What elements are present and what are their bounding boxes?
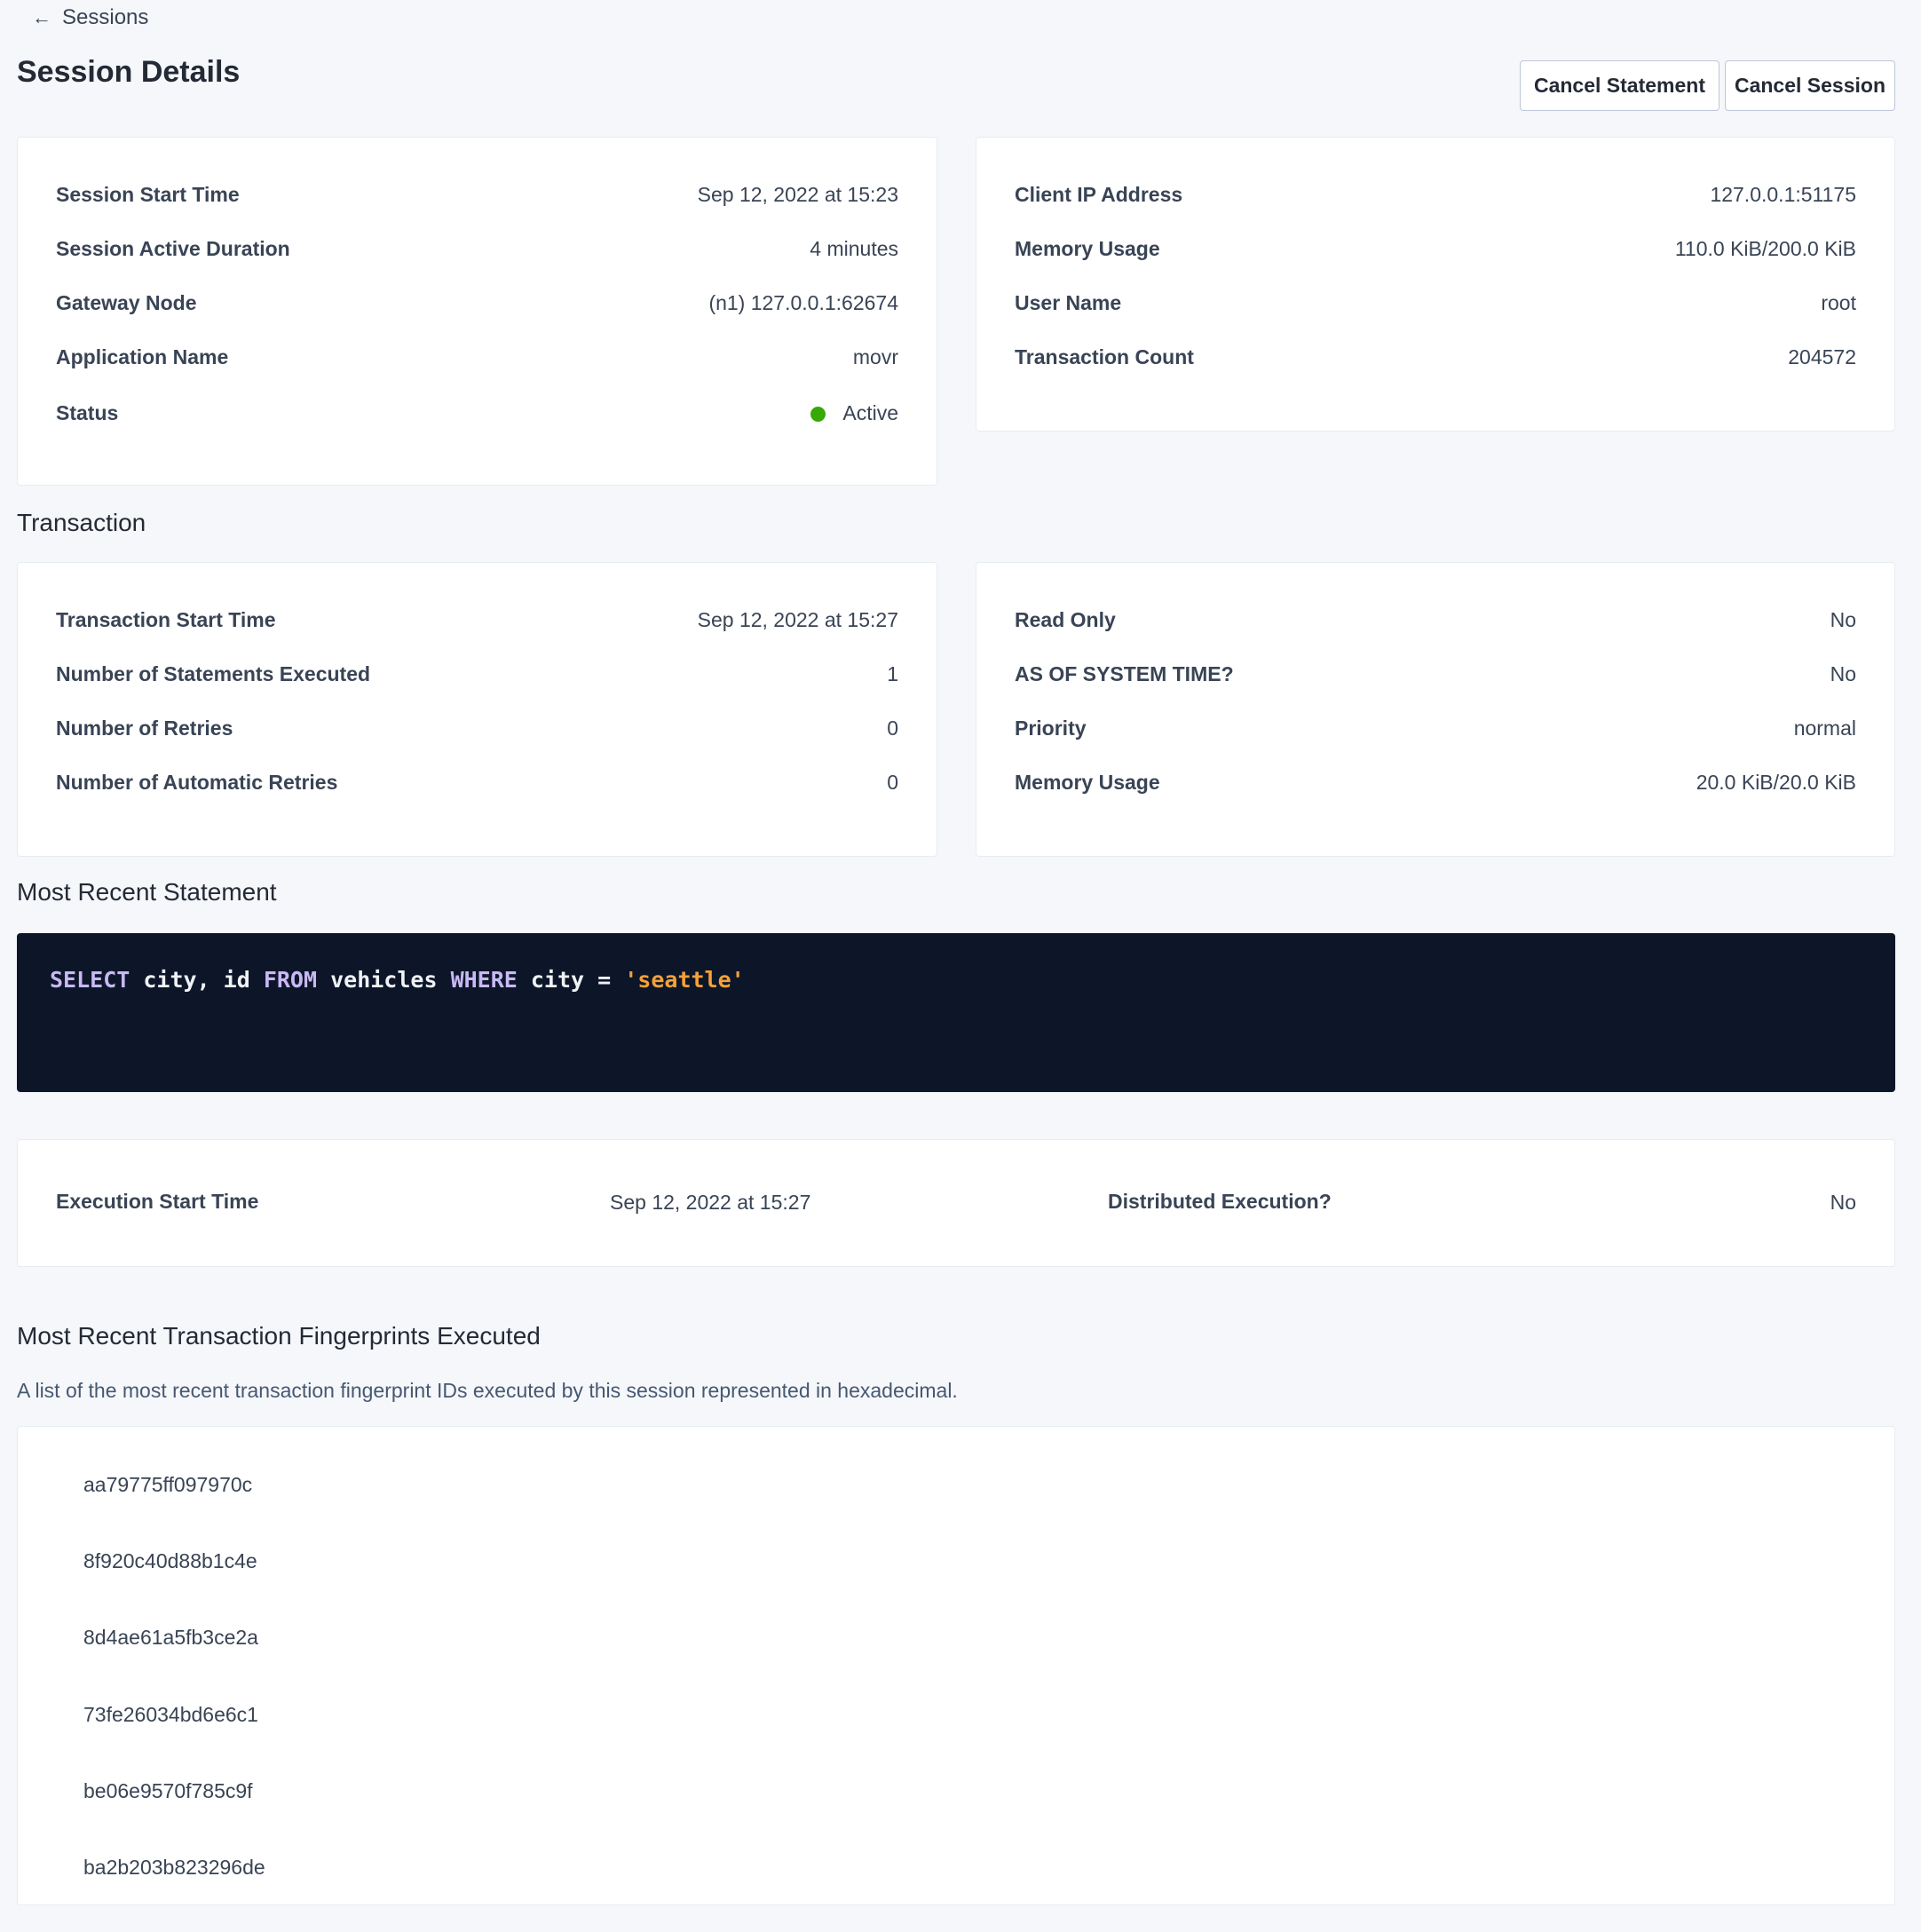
value: normal bbox=[1793, 716, 1856, 740]
page-title: Session Details bbox=[17, 55, 241, 89]
row-as-of-system-time: AS OF SYSTEM TIME? No bbox=[1015, 661, 1856, 687]
row-statements-executed: Number of Statements Executed 1 bbox=[56, 661, 898, 687]
row-transaction-memory-usage: Memory Usage 20.0 KiB/20.0 KiB bbox=[1015, 769, 1856, 796]
label: Priority bbox=[1015, 716, 1087, 740]
fingerprints-description: A list of the most recent transaction fi… bbox=[17, 1379, 958, 1402]
label: Client IP Address bbox=[1015, 182, 1183, 206]
gateway-node-link[interactable]: (n1) 127.0.0.1:62674 bbox=[708, 290, 898, 314]
arrow-left-icon: ← bbox=[32, 6, 51, 28]
sql-token: WHERE bbox=[450, 967, 518, 993]
row-gateway-node: Gateway Node (n1) 127.0.0.1:62674 bbox=[56, 289, 898, 316]
value: 4 minutes bbox=[810, 236, 898, 260]
back-to-sessions-link[interactable]: ← Sessions bbox=[32, 5, 148, 30]
row-status: Status Active bbox=[56, 400, 898, 426]
label: Memory Usage bbox=[1015, 236, 1160, 260]
transaction-heading: Transaction bbox=[17, 509, 146, 536]
fingerprint-item: 8d4ae61a5fb3ce2a bbox=[83, 1626, 258, 1649]
label: Application Name bbox=[56, 344, 229, 368]
value: 0 bbox=[887, 770, 898, 794]
label: Number of Statements Executed bbox=[56, 661, 371, 685]
label: Number of Retries bbox=[56, 716, 233, 740]
sql-code-block: SELECT city, id FROM vehicles WHERE city… bbox=[17, 933, 1895, 1092]
status-text: Active bbox=[842, 400, 898, 424]
distributed-execution-value: No bbox=[1830, 1191, 1856, 1214]
value: 110.0 KiB/200.0 KiB bbox=[1674, 236, 1856, 260]
fingerprint-item: aa79775ff097970c bbox=[83, 1473, 253, 1496]
row-session-active-duration: Session Active Duration 4 minutes bbox=[56, 235, 898, 262]
cancel-statement-button[interactable]: Cancel Statement bbox=[1520, 60, 1719, 111]
sql-token: vehicles bbox=[317, 967, 451, 993]
row-read-only: Read Only No bbox=[1015, 606, 1856, 633]
value: 204572 bbox=[1788, 344, 1856, 368]
label: Status bbox=[56, 400, 119, 424]
status-dot-icon bbox=[810, 406, 826, 422]
row-automatic-retries: Number of Automatic Retries 0 bbox=[56, 769, 898, 796]
sql-token: city = bbox=[517, 967, 625, 993]
sql-token: 'seattle' bbox=[624, 967, 745, 993]
label: AS OF SYSTEM TIME? bbox=[1015, 661, 1234, 685]
sql-token: FROM bbox=[263, 967, 318, 993]
row-session-start-time: Session Start Time Sep 12, 2022 at 15:23 bbox=[56, 181, 898, 208]
most-recent-statement-heading: Most Recent Statement bbox=[17, 878, 277, 906]
sql-token: city, id bbox=[130, 967, 264, 993]
fingerprint-item: 73fe26034bd6e6c1 bbox=[83, 1703, 258, 1726]
row-retries: Number of Retries 0 bbox=[56, 715, 898, 741]
label: Memory Usage bbox=[1015, 770, 1160, 794]
label: Gateway Node bbox=[56, 290, 197, 314]
row-client-ip: Client IP Address 127.0.0.1:51175 bbox=[1015, 181, 1856, 208]
execution-start-value: Sep 12, 2022 at 15:27 bbox=[610, 1191, 811, 1214]
value: 1 bbox=[887, 661, 898, 685]
transaction-card-left: Transaction Start Time Sep 12, 2022 at 15… bbox=[17, 562, 937, 857]
session-client-card: Client IP Address 127.0.0.1:51175 Memory … bbox=[976, 137, 1895, 432]
session-info-card: Session Start Time Sep 12, 2022 at 15:23 … bbox=[17, 137, 937, 486]
label: Transaction Start Time bbox=[56, 607, 276, 631]
row-application-name: Application Name movr bbox=[56, 344, 898, 370]
fingerprint-item: ba2b203b823296de bbox=[83, 1856, 265, 1879]
row-priority: Priority normal bbox=[1015, 715, 1856, 741]
value: No bbox=[1830, 661, 1856, 685]
label: Session Active Duration bbox=[56, 236, 290, 260]
value: root bbox=[1821, 290, 1856, 314]
sql-statement: SELECT city, id FROM vehicles WHERE city… bbox=[50, 967, 745, 993]
cancel-session-button[interactable]: Cancel Session bbox=[1725, 60, 1895, 111]
fingerprint-item: 8f920c40d88b1c4e bbox=[83, 1549, 257, 1572]
value: Sep 12, 2022 at 15:27 bbox=[697, 607, 898, 631]
label: Read Only bbox=[1015, 607, 1116, 631]
label: User Name bbox=[1015, 290, 1122, 314]
sql-token: SELECT bbox=[50, 967, 130, 993]
fingerprints-heading: Most Recent Transaction Fingerprints Exe… bbox=[17, 1322, 541, 1350]
row-memory-usage: Memory Usage 110.0 KiB/200.0 KiB bbox=[1015, 235, 1856, 262]
back-label: Sessions bbox=[62, 5, 149, 29]
execution-card: Execution Start Time Sep 12, 2022 at 15:… bbox=[17, 1139, 1895, 1267]
distributed-execution-label: Distributed Execution? bbox=[1108, 1190, 1332, 1213]
row-user-name: User Name root bbox=[1015, 289, 1856, 316]
value: movr bbox=[852, 344, 898, 368]
label: Session Start Time bbox=[56, 182, 240, 206]
transaction-card-right: Read Only No AS OF SYSTEM TIME? No Priorit… bbox=[976, 562, 1895, 857]
row-transaction-start-time: Transaction Start Time Sep 12, 2022 at 15… bbox=[56, 606, 898, 633]
fingerprints-list: aa79775ff097970c 8f920c40d88b1c4e 8d4ae6… bbox=[17, 1426, 1895, 1905]
value: 20.0 KiB/20.0 KiB bbox=[1696, 770, 1856, 794]
status-badge: Active bbox=[810, 401, 898, 425]
row-transaction-count: Transaction Count 204572 bbox=[1015, 344, 1856, 370]
value: 0 bbox=[887, 716, 898, 740]
label: Transaction Count bbox=[1015, 344, 1194, 368]
execution-start-label: Execution Start Time bbox=[56, 1190, 259, 1213]
value: No bbox=[1830, 607, 1856, 631]
value: Sep 12, 2022 at 15:23 bbox=[697, 182, 898, 206]
fingerprint-item: be06e9570f785c9f bbox=[83, 1779, 253, 1802]
label: Number of Automatic Retries bbox=[56, 770, 338, 794]
value: 127.0.0.1:51175 bbox=[1710, 182, 1856, 206]
